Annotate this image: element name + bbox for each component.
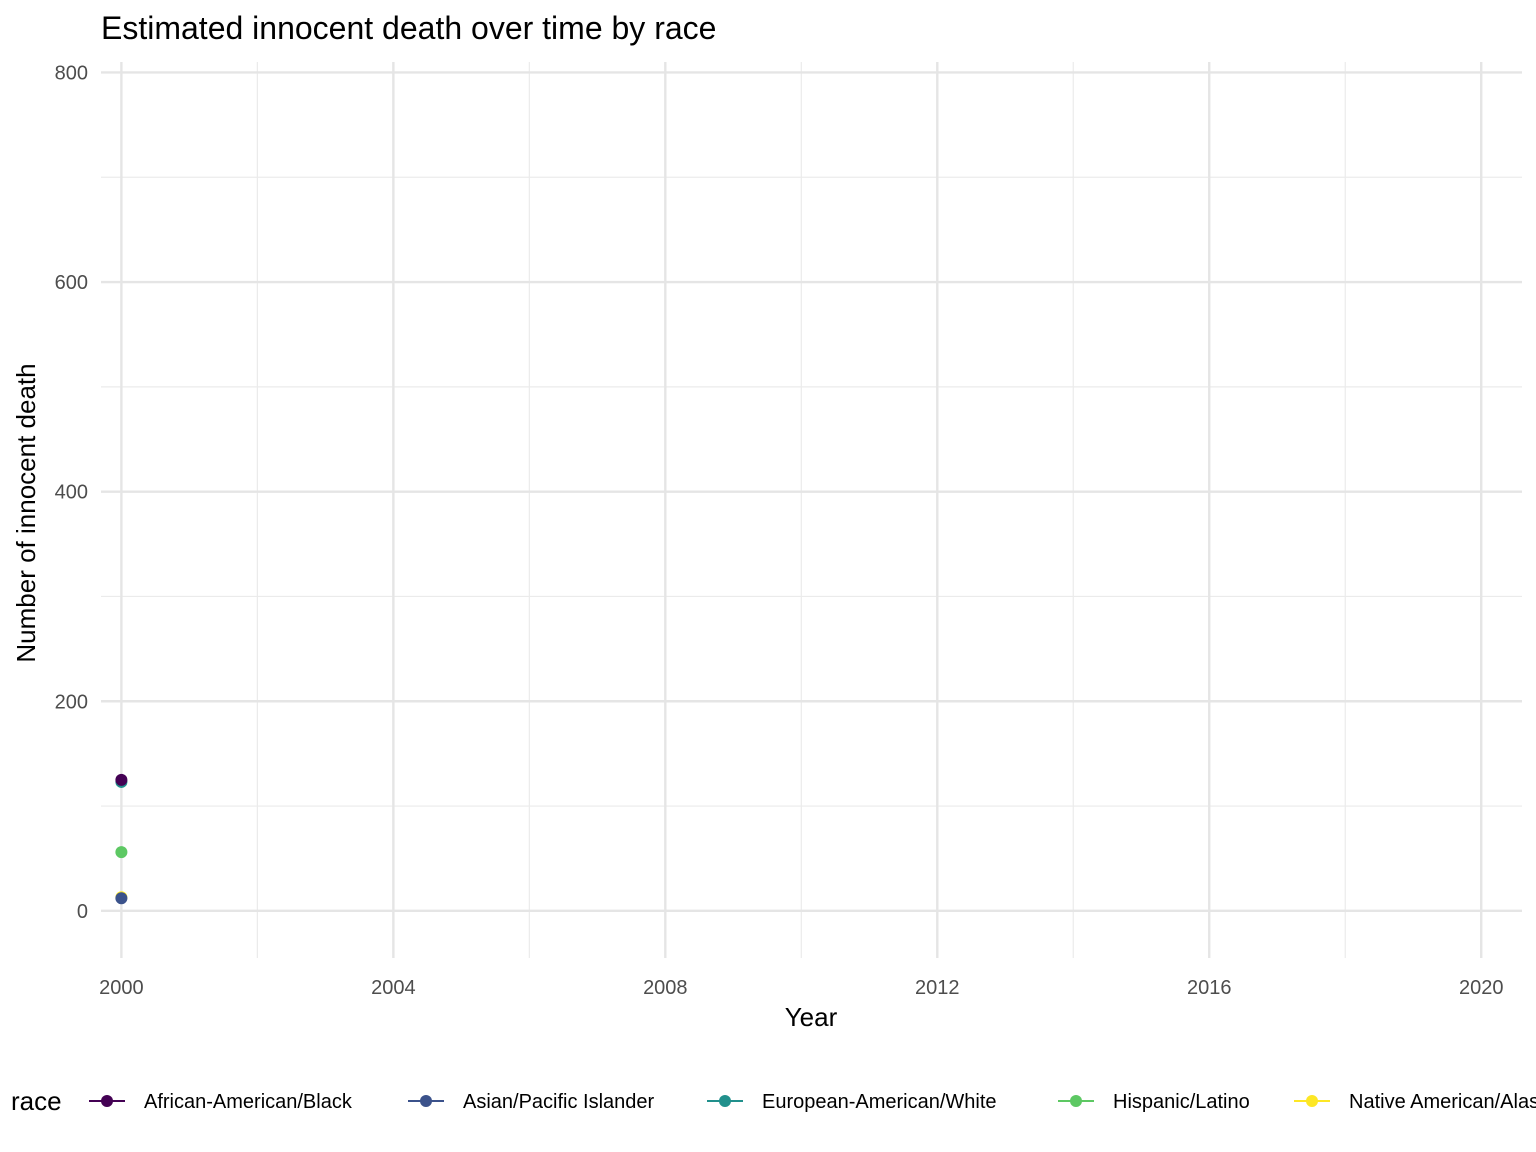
x-tick-label: 2012 bbox=[915, 977, 960, 999]
y-tick-label: 200 bbox=[55, 691, 88, 713]
data-point bbox=[115, 773, 128, 786]
legend-label: African-American/Black bbox=[144, 1091, 353, 1113]
legend-label: Native American/Alaskan bbox=[1349, 1091, 1536, 1113]
legend-label: European-American/White bbox=[762, 1091, 997, 1113]
data-point bbox=[115, 846, 128, 859]
y-axis-tick-labels: 0 200 400 600 800 bbox=[55, 62, 88, 922]
x-tick-label: 2008 bbox=[643, 977, 688, 999]
data-point bbox=[115, 892, 128, 905]
x-axis-tick-labels: 2000 2004 2008 2012 2016 2020 bbox=[99, 977, 1503, 999]
y-tick-label: 800 bbox=[55, 62, 88, 84]
y-axis-title: Number of innocent death bbox=[11, 363, 41, 662]
legend: race African-American/Black Asian/Pacific… bbox=[11, 1086, 1536, 1116]
x-tick-label: 2020 bbox=[1459, 977, 1504, 999]
minor-gridlines bbox=[101, 62, 1522, 958]
data-points bbox=[115, 773, 128, 905]
legend-key-point bbox=[420, 1095, 432, 1107]
x-axis-title: Year bbox=[785, 1002, 838, 1032]
y-tick-label: 0 bbox=[77, 901, 88, 923]
legend-key-point bbox=[101, 1095, 113, 1107]
chart-title: Estimated innocent death over time by ra… bbox=[101, 10, 716, 46]
x-tick-label: 2000 bbox=[99, 977, 144, 999]
y-tick-label: 600 bbox=[55, 272, 88, 294]
major-gridlines bbox=[101, 62, 1522, 958]
legend-title: race bbox=[11, 1086, 62, 1116]
legend-key-point bbox=[1306, 1095, 1318, 1107]
y-tick-label: 400 bbox=[55, 482, 88, 504]
x-tick-label: 2016 bbox=[1187, 977, 1232, 999]
legend-key-point bbox=[1070, 1095, 1082, 1107]
legend-items: African-American/Black Asian/Pacific Isla… bbox=[89, 1091, 1536, 1113]
legend-label: Hispanic/Latino bbox=[1113, 1091, 1250, 1113]
x-tick-label: 2004 bbox=[371, 977, 416, 999]
legend-key-point bbox=[719, 1095, 731, 1107]
legend-label: Asian/Pacific Islander bbox=[463, 1091, 655, 1113]
